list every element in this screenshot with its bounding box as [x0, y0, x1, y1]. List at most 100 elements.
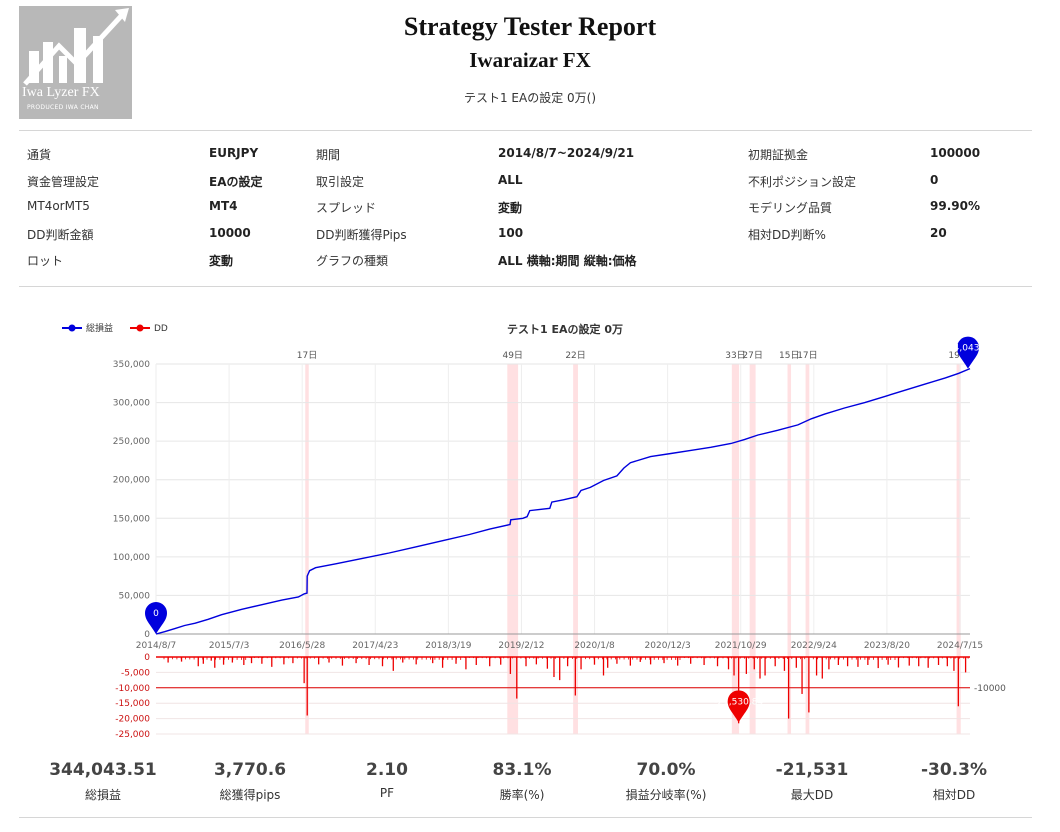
param-value: 変動	[498, 201, 523, 215]
legend-entry: 総損益	[86, 322, 113, 334]
param-label: モデリング品質	[748, 201, 833, 215]
stat-label: 総損益	[84, 788, 121, 802]
marker-label: -21,530.84	[714, 697, 763, 707]
stat-label: 損益分岐率(%)	[625, 788, 707, 802]
param-value: 99.90%	[930, 199, 980, 213]
param-value: ALL	[498, 172, 523, 187]
param-value: 2014/8/7~2024/9/21	[498, 146, 635, 160]
divider-bottom	[19, 817, 1032, 818]
legend-entry: DD	[154, 324, 168, 334]
dd-period-label: 33日	[725, 350, 745, 361]
stat-label: 総獲得pips	[219, 788, 281, 802]
dd-period-label: 22日	[565, 350, 585, 361]
equity-y-tick-label: 100,000	[113, 553, 150, 563]
param-row: 通貨 EURJPY 期間 2014/8/7~2024/9/21 初期証拠金 10…	[27, 146, 1027, 173]
equity-y-tick-label: 50,000	[119, 591, 151, 601]
logo-bars-icon	[23, 8, 129, 86]
dd-period-band	[507, 364, 519, 734]
stat-value: 83.1%	[492, 760, 552, 780]
dd-y-tick-label: -15,000	[115, 699, 150, 709]
param-row: ロット 変動 グラフの種類 ALL 横軸:期間 縦軸:価格	[27, 252, 1027, 279]
param-label: DD判断金額	[27, 227, 94, 242]
report-subtitle: Iwaraizar FX	[469, 48, 591, 72]
stat-label: 相対DD	[932, 788, 976, 802]
param-label: 初期証拠金	[748, 148, 809, 162]
dd-period-band	[805, 364, 810, 734]
stat-label: 最大DD	[790, 788, 834, 802]
dd-period-label: 27日	[742, 350, 762, 361]
equity-drawdown-chart: 050,000 100,000 150,000 200,000 250,000 300,0…	[62, 322, 1006, 740]
dd-min-marker: -21,530.84	[714, 690, 763, 723]
logo: Iwa Lyzer FX PRODUCED IWA CHAN	[19, 6, 132, 119]
x-tick-label: 2016/5/28	[279, 641, 325, 651]
param-row: 資金管理設定 EAの設定 取引設定 ALL 不利ポジション設定 0	[27, 173, 1027, 200]
x-tick-label: 2024/7/15	[937, 641, 983, 651]
stat-label: PF	[379, 786, 395, 800]
param-value: EURJPY	[209, 146, 259, 160]
x-tick-label: 2020/12/3	[645, 641, 691, 651]
equity-start-marker: 0	[145, 602, 167, 634]
equity-y-tick-label: 250,000	[113, 437, 150, 447]
x-tick-label: 2014/8/7	[136, 641, 176, 651]
dd-y-tick-label: -10,000	[115, 684, 150, 694]
stat-relative-dd: -30.3% 相対DD	[884, 760, 1024, 803]
dd-period-label: 17日	[297, 350, 317, 361]
dd-period-band	[787, 364, 792, 734]
param-value: 0	[930, 172, 939, 187]
equity-y-tick-label: 300,000	[113, 399, 150, 409]
dd-period-band	[305, 364, 309, 734]
param-value: 変動	[209, 254, 234, 268]
stat-value: 3,770.6	[213, 760, 287, 780]
stat-value: 70.0%	[636, 760, 696, 780]
logo-text: Iwa Lyzer FX	[22, 85, 100, 100]
dd-period-label: 17日	[797, 350, 817, 361]
param-label: 通貨	[27, 148, 52, 162]
x-tick-label: 2015/7/3	[209, 641, 249, 651]
x-tick-label: 2021/10/29	[715, 641, 767, 651]
param-row: DD判断金額 10000 DD判断獲得Pips 100 相対DD判断% 20	[27, 226, 1027, 253]
dd-period-label: 15日	[779, 350, 799, 361]
dd-y-tick-label: -25,000	[115, 730, 150, 740]
param-value: 20	[930, 225, 947, 240]
param-label: 取引設定	[316, 174, 365, 189]
legend-swatch-dot	[136, 324, 144, 332]
marker-pin	[957, 336, 979, 369]
param-label: DD判断獲得Pips	[316, 227, 407, 242]
equity-y-tick-label: 200,000	[113, 476, 150, 486]
dd-y-tick-label: -20,000	[115, 715, 150, 725]
param-value: 100000	[930, 146, 981, 160]
stat-win-rate: 83.1% 勝率(%)	[452, 760, 592, 803]
stat-total-profit: 344,043.51 総損益	[33, 760, 173, 803]
param-value: 10000	[209, 225, 251, 240]
param-label: スプレッド	[316, 201, 377, 215]
dd-threshold-label: -10000	[974, 684, 1006, 694]
dd-period-band	[731, 364, 740, 734]
equity-y-tick-label: 150,000	[113, 514, 150, 524]
report-title: Strategy Tester Report	[403, 12, 657, 41]
param-label: グラフの種類	[316, 254, 389, 268]
dd-period-band	[573, 364, 578, 734]
equity-series-line	[155, 367, 971, 635]
dd-y-tick-label: -5,000	[121, 668, 150, 678]
x-tick-label: 2018/3/19	[425, 641, 471, 651]
stat-value: -21,531	[775, 760, 849, 780]
param-label: ロット	[27, 254, 64, 268]
marker-pin	[145, 602, 167, 634]
stat-value: 344,043.51	[49, 760, 157, 780]
param-value: ALL 横軸:期間 縦軸:価格	[498, 254, 637, 268]
dd-period-label: 49日	[502, 350, 522, 361]
x-tick-label: 2023/8/20	[864, 641, 910, 651]
marker-pin	[727, 690, 750, 723]
param-value: 100	[498, 225, 524, 240]
stat-label: 勝率(%)	[499, 788, 545, 802]
marker-label: 0	[153, 609, 159, 619]
x-tick-label: 2017/4/23	[352, 641, 398, 651]
param-label: 相対DD判断%	[748, 227, 826, 242]
ea-setting-line: テスト1 EAの設定 0万()	[463, 91, 597, 105]
param-value: EAの設定	[209, 174, 263, 189]
logo-subtext: PRODUCED IWA CHAN	[27, 104, 99, 111]
divider-top	[19, 130, 1032, 131]
param-value: MT4	[209, 199, 238, 213]
x-tick-label: 2020/1/8	[574, 641, 615, 651]
equity-end-marker: 344,043.51	[942, 336, 994, 369]
